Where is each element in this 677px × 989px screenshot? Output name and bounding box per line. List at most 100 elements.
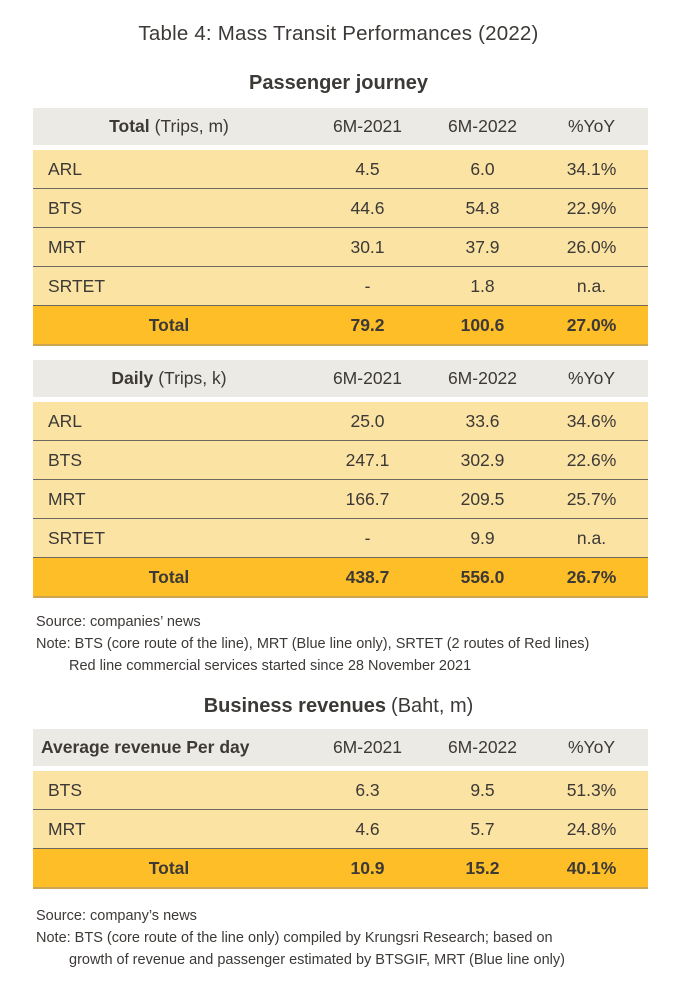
value-6m2022: 209.5 — [460, 488, 505, 509]
total-6m2022: 100.6 — [460, 314, 505, 335]
value-6m2021: 166.7 — [345, 488, 390, 509]
table-header-label: Total (Trips, m) — [33, 116, 305, 137]
source-note: Source: companies’ news — [36, 614, 201, 630]
value-6m2022: 54.8 — [465, 197, 500, 218]
section-title-business-revenues: Business revenues (Baht, m) — [0, 695, 677, 718]
value-6m2021: 6.3 — [355, 779, 380, 800]
total-label: Total — [148, 857, 190, 878]
value-yoy: 22.6% — [566, 449, 617, 470]
section-title-unit: (Baht, m) — [391, 695, 474, 717]
total-row: Total 79.2 100.6 27.0% — [33, 305, 648, 346]
column-header-6m2021: 6M-2021 — [332, 737, 403, 757]
column-header-6m2021: 6M-2021 — [332, 368, 403, 388]
value-yoy: 51.3% — [566, 779, 617, 800]
table-row: BTS 44.6 54.8 22.9% — [33, 188, 648, 227]
total-6m2021: 10.9 — [350, 857, 385, 878]
table-row: MRT 166.7 209.5 25.7% — [33, 479, 648, 518]
table-header-label-bold: Total — [109, 116, 150, 136]
table-header-label-bold: Daily — [111, 368, 154, 388]
table-body: ARL 4.5 6.0 34.1% BTS 44.6 54.8 22.9% MR… — [33, 150, 648, 346]
row-label: MRT — [48, 488, 86, 509]
value-6m2022: 9.5 — [470, 779, 495, 800]
value-yoy: 24.8% — [566, 818, 617, 839]
table-row: ARL 25.0 33.6 34.6% — [33, 402, 648, 440]
total-6m2021: 79.2 — [350, 314, 385, 335]
table-row: MRT 30.1 37.9 26.0% — [33, 227, 648, 266]
column-header-6m2022: 6M-2022 — [447, 368, 518, 388]
table-row: ARL 4.5 6.0 34.1% — [33, 150, 648, 188]
row-label: BTS — [48, 779, 83, 800]
table-row: SRTET - 9.9 n.a. — [33, 518, 648, 557]
value-6m2022: 5.7 — [470, 818, 495, 839]
value-yoy: 25.7% — [566, 488, 617, 509]
table-body: ARL 25.0 33.6 34.6% BTS 247.1 302.9 22.6… — [33, 402, 648, 598]
value-6m2021: - — [364, 275, 371, 296]
table-body: BTS 6.3 9.5 51.3% MRT 4.6 5.7 24.8% Tota… — [33, 771, 648, 889]
row-label: SRTET — [48, 527, 106, 548]
total-row: Total 10.9 15.2 40.1% — [33, 848, 648, 889]
row-label: MRT — [48, 818, 86, 839]
row-label: BTS — [48, 449, 83, 470]
row-label: ARL — [48, 158, 83, 179]
column-header-6m2022: 6M-2022 — [447, 737, 518, 757]
total-row: Total 438.7 556.0 26.7% — [33, 557, 648, 598]
value-6m2022: 37.9 — [465, 236, 500, 257]
passenger-daily-table: Daily (Trips, k) 6M-2021 6M-2022 %YoY ARL… — [33, 360, 648, 598]
total-6m2021: 438.7 — [345, 566, 390, 587]
value-yoy: 34.6% — [566, 410, 617, 431]
row-label: SRTET — [48, 275, 106, 296]
business-revenues-table: Average revenue Per day 6M-2021 6M-2022 … — [33, 729, 648, 889]
table-header-row: Total (Trips, m) 6M-2021 6M-2022 %YoY — [33, 108, 648, 145]
table-header-row: Daily (Trips, k) 6M-2021 6M-2022 %YoY — [33, 360, 648, 397]
table-header-label-unit: (Trips, k) — [158, 368, 227, 388]
value-6m2021: 44.6 — [350, 197, 385, 218]
row-label: ARL — [48, 410, 83, 431]
passenger-notes: Source: companies’ news Note: BTS (core … — [36, 611, 677, 677]
note-line: Note: BTS (core route of the line only) … — [36, 930, 553, 946]
column-header-yoy: %YoY — [567, 368, 616, 388]
value-6m2022: 1.8 — [470, 275, 495, 296]
total-yoy: 26.7% — [566, 566, 617, 587]
table-row: BTS 247.1 302.9 22.6% — [33, 440, 648, 479]
total-6m2022: 15.2 — [465, 857, 500, 878]
source-note: Source: company’s news — [36, 908, 197, 924]
revenues-notes: Source: company’s news Note: BTS (core r… — [36, 905, 677, 971]
passenger-total-table: Total (Trips, m) 6M-2021 6M-2022 %YoY ARL… — [33, 108, 648, 346]
value-6m2021: 25.0 — [350, 410, 385, 431]
table-row: MRT 4.6 5.7 24.8% — [33, 809, 648, 848]
column-header-yoy: %YoY — [567, 116, 616, 136]
value-yoy: 22.9% — [566, 197, 617, 218]
note-line: growth of revenue and passenger estimate… — [69, 952, 565, 968]
value-yoy: 34.1% — [566, 158, 617, 179]
value-6m2021: 4.5 — [355, 158, 380, 179]
section-title-bold: Business revenues — [203, 695, 387, 717]
column-header-yoy: %YoY — [567, 737, 616, 757]
table-header-label: Average revenue Per day — [41, 737, 250, 757]
table-header-row: Average revenue Per day 6M-2021 6M-2022 … — [33, 729, 648, 766]
total-6m2022: 556.0 — [460, 566, 505, 587]
total-yoy: 40.1% — [566, 857, 617, 878]
value-6m2022: 9.9 — [470, 527, 495, 548]
value-yoy: n.a. — [576, 527, 607, 548]
table-row: BTS 6.3 9.5 51.3% — [33, 771, 648, 809]
table-header-label-unit: (Trips, m) — [154, 116, 229, 136]
value-6m2022: 33.6 — [465, 410, 500, 431]
section-title-passenger-journey: Passenger journey — [249, 72, 428, 94]
table-header-label: Daily (Trips, k) — [33, 368, 305, 389]
row-label: BTS — [48, 197, 83, 218]
row-label: MRT — [48, 236, 86, 257]
value-6m2022: 6.0 — [470, 158, 495, 179]
note-line: Red line commercial services started sin… — [69, 658, 472, 674]
total-label: Total — [148, 314, 190, 335]
value-6m2021: - — [364, 527, 371, 548]
value-6m2021: 30.1 — [350, 236, 385, 257]
report-page: Table 4: Mass Transit Performances (2022… — [0, 22, 677, 971]
column-header-6m2022: 6M-2022 — [447, 116, 518, 136]
value-6m2021: 4.6 — [355, 818, 380, 839]
value-yoy: n.a. — [576, 275, 607, 296]
column-header-6m2021: 6M-2021 — [332, 116, 403, 136]
value-6m2021: 247.1 — [345, 449, 390, 470]
value-6m2022: 302.9 — [460, 449, 505, 470]
total-yoy: 27.0% — [566, 314, 617, 335]
note-line: Note: BTS (core route of the line), MRT … — [36, 636, 590, 652]
